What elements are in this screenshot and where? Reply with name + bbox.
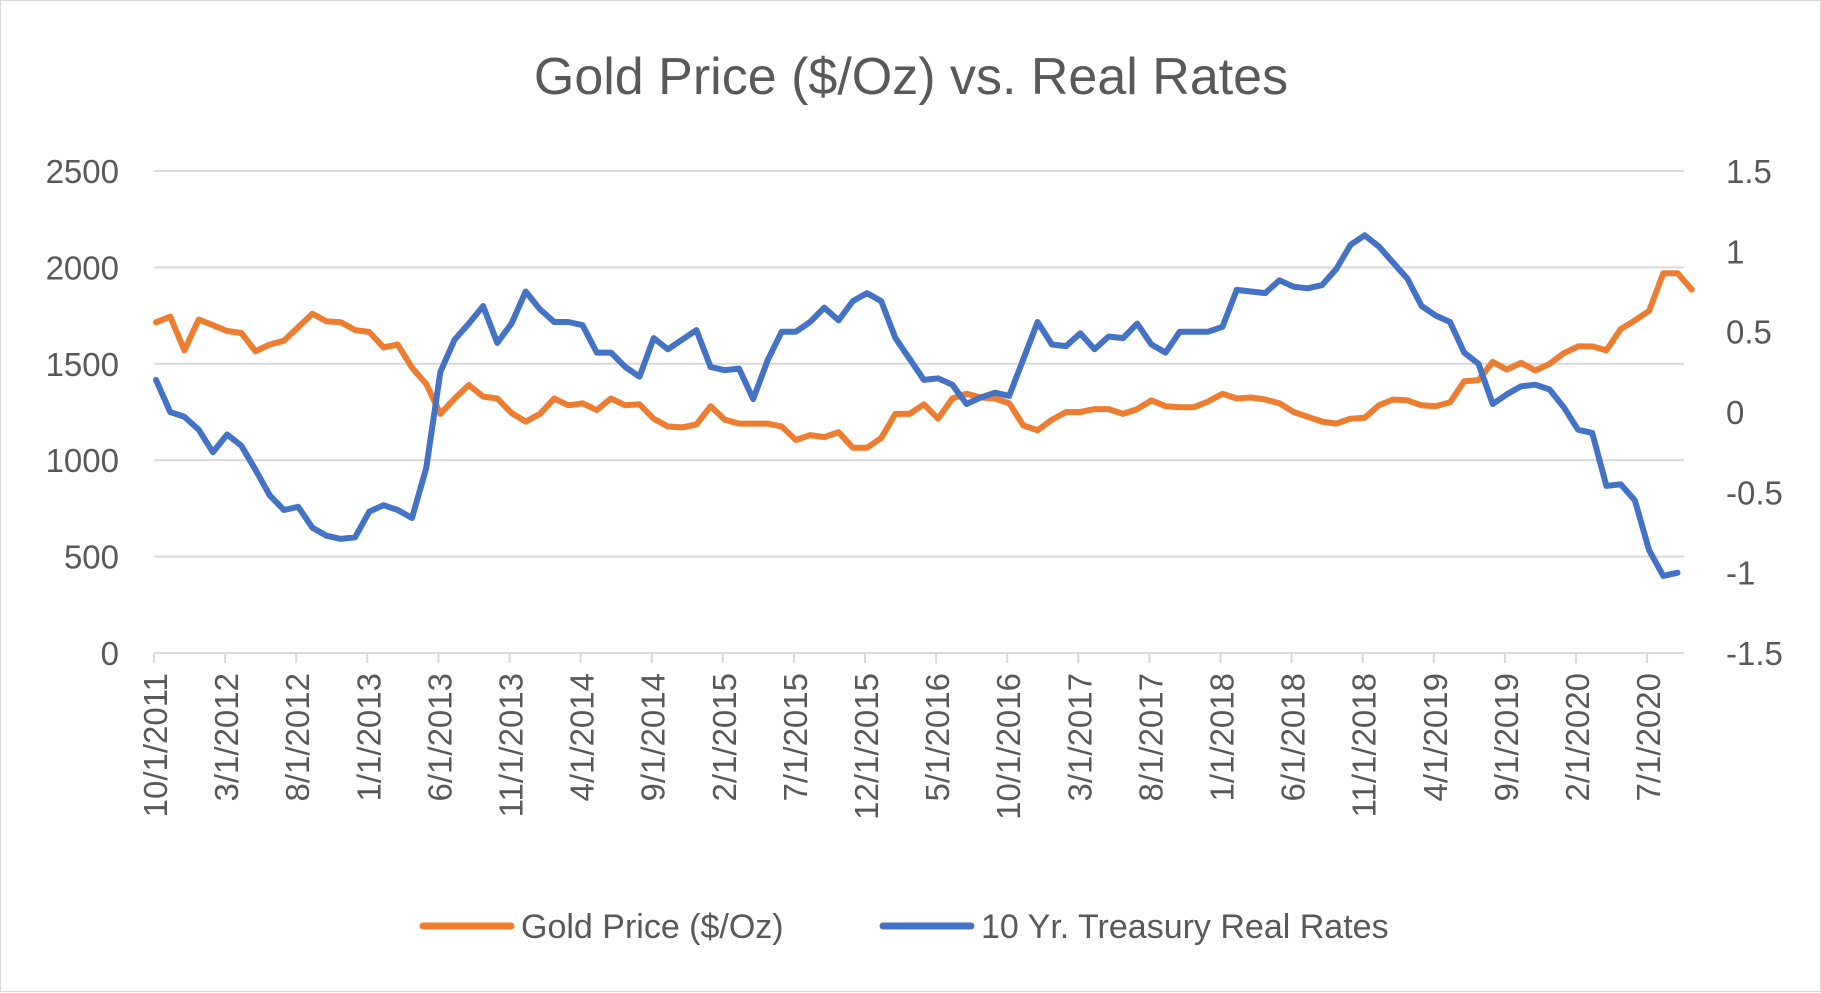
x-axis-tick-label: 10/1/2016 [990,673,1027,820]
x-axis-tick-label: 3/1/2012 [208,673,245,801]
right-axis-tick-label: 1.5 [1726,153,1772,190]
x-axis-labels: 10/1/2011 3/1/2012 8/1/2012 1/1/2013 6/1/201… [137,673,1667,820]
x-axis-tick-label: 4/1/2019 [1417,673,1454,801]
left-axis-tick-label: 2500 [46,153,119,190]
left-axis-tick-label: 2000 [46,249,119,286]
left-axis-tick-label: 500 [64,539,119,576]
chart-canvas: Gold Price ($/Oz) vs. Real Rates 0500100… [1,1,1821,993]
x-axis-tick-label: 6/1/2018 [1275,673,1312,801]
left-axis-tick-label: 0 [101,635,119,672]
x-axis-tick-label: 7/1/2020 [1630,673,1667,801]
gridlines [154,171,1684,653]
chart-title: Gold Price ($/Oz) vs. Real Rates [534,48,1288,106]
x-axis-tick-label: 8/1/2017 [1132,673,1169,801]
x-axis-tick-label: 10/1/2011 [137,673,174,817]
x-axis-tick-label: 2/1/2020 [1559,673,1596,801]
x-axis-tick-label: 3/1/2017 [1061,673,1098,801]
x-axis-tick-label: 11/1/2013 [493,673,530,817]
right-axis-tick-label: 0.5 [1726,314,1772,351]
right-axis-tick-label: -1.5 [1726,635,1783,672]
x-axis-tick-label: 8/1/2012 [279,673,316,801]
x-axis-tick-label: 12/1/2015 [848,673,885,820]
left-y-axis: 0 500 1000 1500 2000 2500 [46,153,119,672]
x-axis-tick-label: 1/1/2013 [350,673,387,801]
x-axis-tick-label: 9/1/2014 [635,673,672,801]
x-axis-tick-label: 5/1/2016 [919,673,956,801]
x-axis-tick-label: 6/1/2013 [421,673,458,801]
legend-label-gold: Gold Price ($/Oz) [521,908,784,946]
x-axis-tick-label: 9/1/2019 [1488,673,1525,801]
right-axis-tick-label: 1 [1726,233,1744,270]
right-axis-tick-label: 0 [1726,394,1744,431]
x-axis-tick-label: 11/1/2018 [1346,673,1383,817]
x-axis-tick-label: 7/1/2015 [777,673,814,801]
left-axis-tick-label: 1500 [46,346,119,383]
right-y-axis: -1.5 -1 -0.5 0 0.5 1 1.5 [1726,153,1783,672]
legend-label-real-rates: 10 Yr. Treasury Real Rates [981,908,1389,946]
series-lines [156,235,1692,576]
x-axis-tick-label: 2/1/2015 [706,673,743,801]
x-axis-tick-label: 4/1/2014 [564,673,601,801]
legend: Gold Price ($/Oz) 10 Yr. Treasury Real R… [423,908,1389,946]
right-axis-tick-label: -1 [1726,555,1755,592]
gold-price-line [156,273,1692,448]
chart-frame: Gold Price ($/Oz) vs. Real Rates 0 500 100… [0,0,1821,992]
x-axis [154,653,1684,663]
left-axis-tick-label: 1000 [46,442,119,479]
right-axis-tick-label: -0.5 [1726,474,1783,511]
x-axis-tick-label: 1/1/2018 [1204,673,1241,801]
